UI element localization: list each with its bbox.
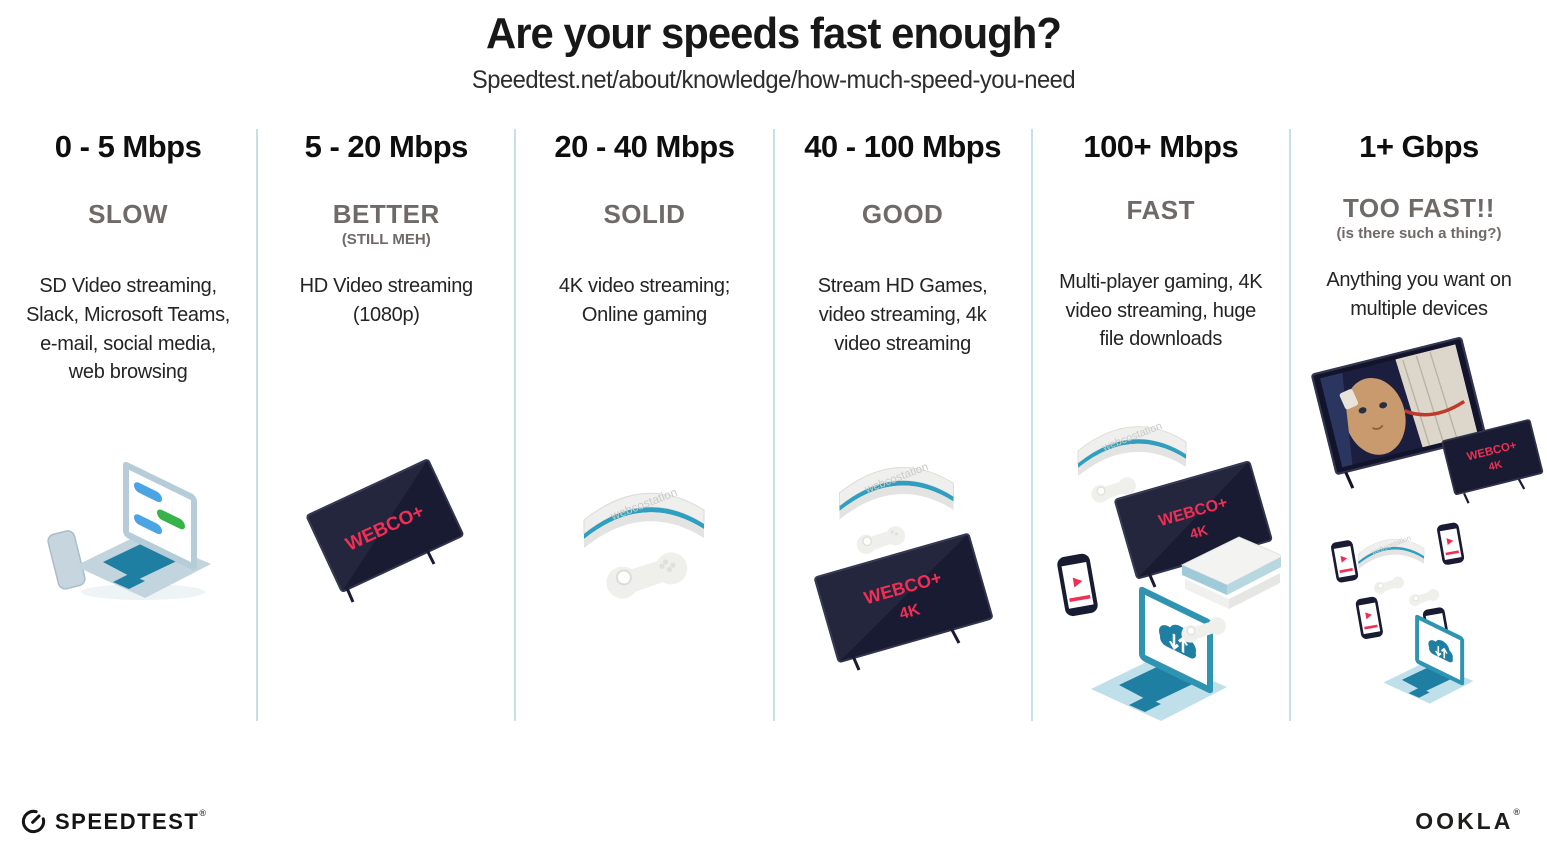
game-console-icon: webcostation	[583, 485, 705, 549]
phone-video-icon	[1355, 597, 1383, 640]
column-0-5-mbps: 0 - 5 Mbps SLOW SD Video streaming, Slac…	[0, 129, 259, 722]
usage-description: HD Video streaming (1080p)	[299, 275, 474, 326]
illustration-area: WEBCO+	[258, 442, 514, 721]
trademark-symbol: ®	[1513, 807, 1523, 817]
ookla-logo: OOKLA®	[1415, 807, 1523, 835]
phone-video-icon	[1330, 540, 1359, 583]
play-icon	[1072, 578, 1083, 588]
controller-icon	[1409, 589, 1440, 607]
laptop-and-phone-illustration	[47, 462, 212, 601]
cloud-transfer-icon	[1158, 625, 1196, 659]
chat-bubble-blue	[134, 482, 163, 503]
footer: SPEEDTEST® OOKLA®	[0, 801, 1547, 837]
speed-range: 20 - 40 Mbps	[554, 129, 735, 165]
tv-leg	[1147, 572, 1157, 588]
rating-label: SOLID	[603, 199, 686, 230]
speed-range: 40 - 100 Mbps	[804, 129, 1001, 165]
controller-icon	[1091, 477, 1136, 504]
multi-device-illustration: webcostation WEBCO+ 4K	[1057, 420, 1281, 722]
page-header: Are your speeds fast enough? Speedtest.n…	[39, 0, 1509, 95]
illustration-area: WEBCO+ 4K webcostation	[1291, 303, 1547, 721]
rating-note: (is there such a thing?)	[1336, 225, 1502, 243]
tv-4k-label: 4K	[897, 602, 922, 624]
usage-description: SD Video streaming, Slack, Microsoft Tea…	[26, 275, 231, 384]
column-1-plus-gbps: 1+ Gbps TOO FAST!! (is there such a thin…	[1291, 129, 1547, 721]
rating-note	[1033, 227, 1289, 246]
usage-description: 4K video streaming; Online gaming	[558, 275, 730, 326]
tv-leg	[1517, 479, 1526, 490]
column-20-40-mbps: 20 - 40 Mbps SOLID 4K video streaming; O…	[516, 129, 775, 722]
page-subtitle-url: Speedtest.net/about/knowledge/how-much-s…	[471, 66, 1076, 95]
phone-video-icon	[1057, 554, 1098, 617]
speed-range: 0 - 5 Mbps	[54, 129, 202, 165]
illustration-area	[0, 440, 256, 721]
tv-leg	[424, 547, 436, 566]
movie-tv-icon	[1311, 337, 1487, 490]
usage-description: Anything you want on multiple devices	[1326, 269, 1512, 320]
tv-4k-icon: WEBCO+ 4K	[1441, 419, 1544, 505]
controller-icon	[606, 552, 688, 599]
column-100-plus-mbps: 100+ Mbps FAST Multi-player gaming, 4K v…	[1033, 129, 1291, 722]
speedtest-logo: SPEEDTEST®	[20, 808, 207, 835]
hd-tv-illustration: WEBCO+	[306, 459, 464, 603]
laptop-cloud-icon	[1090, 587, 1227, 722]
console-tv-illustration: webcostation WEBCO+ 4K	[813, 461, 993, 671]
column-40-100-mbps: 40 - 100 Mbps GOOD Stream HD Games, vide…	[775, 129, 1033, 722]
tv-leg	[1462, 493, 1470, 505]
game-console-icon: webcostation	[1077, 420, 1187, 477]
illustration-area: webcostation WEBCO+ 4K	[1033, 391, 1289, 722]
cloud-transfer-icon	[1428, 640, 1453, 663]
illustration-area: webcostation	[516, 440, 772, 721]
movie-scene	[1319, 344, 1478, 468]
rating-label: TOO FAST!!	[1343, 193, 1495, 224]
console-controller-illustration: webcostation	[583, 485, 705, 599]
tv-leg	[949, 627, 960, 645]
tv-4k-label: 4K	[1487, 459, 1503, 474]
speed-range: 5 - 20 Mbps	[304, 129, 469, 165]
speedtest-gauge-icon	[21, 809, 46, 834]
laptop-cloud-icon	[1383, 615, 1474, 705]
tv-4k-label: 4K	[1188, 522, 1210, 542]
game-console-icon: webcostation	[838, 461, 954, 520]
rating-note	[775, 231, 1031, 250]
trademark-symbol: ®	[199, 807, 208, 818]
rating-label: FAST	[1126, 195, 1195, 226]
rating-note	[0, 231, 256, 250]
usage-description: Stream HD Games, video streaming, 4k vid…	[817, 275, 988, 355]
page-title: Are your speeds fast enough?	[486, 9, 1062, 58]
tv-4k-icon: WEBCO+ 4K	[813, 533, 993, 671]
rating-label: BETTER	[332, 199, 440, 230]
column-5-20-mbps: 5 - 20 Mbps BETTER (STILL MEH) HD Video …	[258, 129, 517, 722]
rating-note: (STILL MEH)	[341, 231, 431, 249]
usage-description: Multi-player gaming, 4K video streaming,…	[1059, 271, 1263, 351]
rating-label: SLOW	[88, 199, 169, 230]
controller-icon	[1373, 577, 1404, 595]
tv-leg	[344, 585, 355, 603]
phone-video-icon	[1436, 523, 1465, 566]
chat-bubble-green	[157, 509, 186, 530]
rating-note	[516, 231, 772, 250]
ps-console-icon	[1180, 536, 1281, 610]
controller-icon	[1181, 617, 1226, 644]
speed-range: 1+ Gbps	[1359, 129, 1479, 165]
tv-leg	[1344, 472, 1355, 490]
laptop-icon	[75, 462, 212, 599]
controller-icon	[856, 526, 905, 555]
illustration-area: webcostation WEBCO+ 4K	[775, 430, 1031, 721]
phone-icon	[47, 530, 86, 590]
speedtest-wordmark: SPEEDTEST®	[55, 807, 208, 834]
speed-range: 100+ Mbps	[1083, 129, 1239, 165]
rating-label: GOOD	[861, 199, 944, 230]
speed-columns: 0 - 5 Mbps SLOW SD Video streaming, Slac…	[0, 129, 1547, 722]
tv-icon: WEBCO+	[306, 459, 464, 593]
tv-leg	[851, 655, 860, 671]
game-console-icon: webcostation	[1357, 535, 1425, 570]
movie-tv-devices-illustration: WEBCO+ 4K webcostation	[1311, 337, 1544, 705]
chat-bubble-blue	[134, 514, 163, 535]
